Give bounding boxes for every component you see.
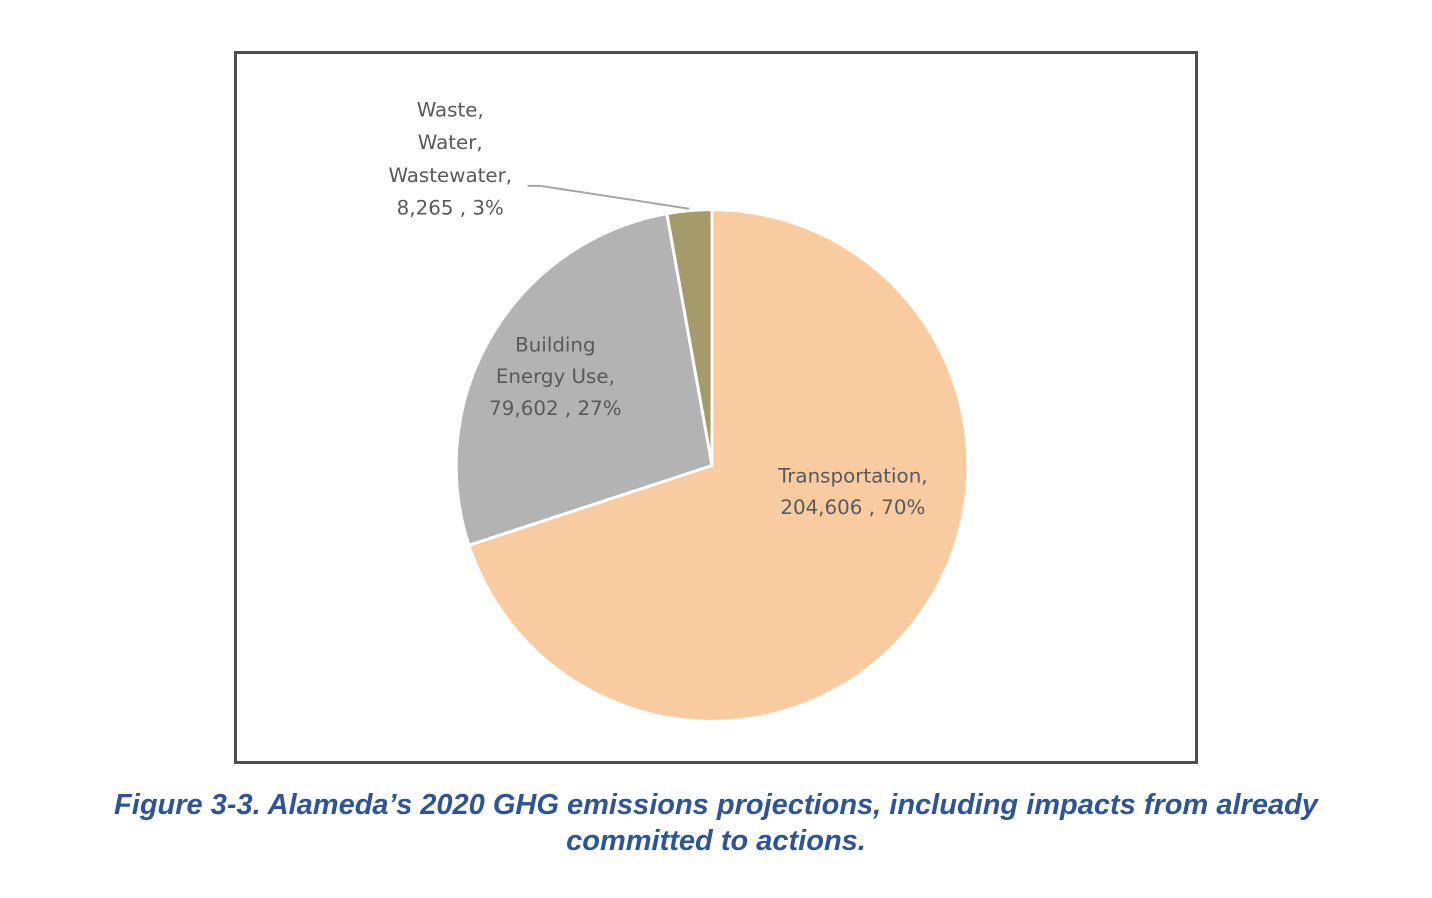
slice-label-building-energy-use: Building Energy Use, 79,602 , 27% (489, 333, 621, 419)
slice-label-transportation: Transportation, 204,606 , 70% (777, 464, 927, 519)
pie-slice-transportation (467, 208, 970, 723)
label-leader-line (527, 184, 690, 210)
pie-slice-building-energy-use (454, 212, 714, 547)
slice-label-line: 204,606 , 70% (780, 496, 925, 519)
pie-chart: Transportation, 204,606 , 70% Building Ener… (388, 98, 970, 723)
slice-label-line: Waste, (417, 98, 484, 121)
figure-caption: Figure 3-3. Alameda’s 2020 GHG emissions… (0, 787, 1432, 859)
slice-label-line: Building (515, 333, 595, 356)
caption-line-1: Figure 3-3. Alameda’s 2020 GHG emissions… (114, 789, 1318, 821)
slice-label-waste-water-wastewater: Waste, Water, Wastewater, 8,265 , 3% (388, 98, 512, 219)
pie-slice-waste-water-wastewater (665, 208, 714, 467)
caption-line-2: committed to actions. (566, 825, 866, 857)
slice-label-line: Water, (418, 131, 483, 154)
slice-label-line: 79,602 , 27% (489, 397, 621, 420)
slice-label-line: 8,265 , 3% (397, 197, 504, 220)
slice-label-line: Energy Use, (496, 365, 615, 388)
chart-frame: Transportation, 204,606 , 70% Building Ener… (234, 51, 1198, 764)
slice-label-line: Transportation, (777, 464, 927, 487)
slice-label-line: Wastewater, (388, 164, 512, 187)
